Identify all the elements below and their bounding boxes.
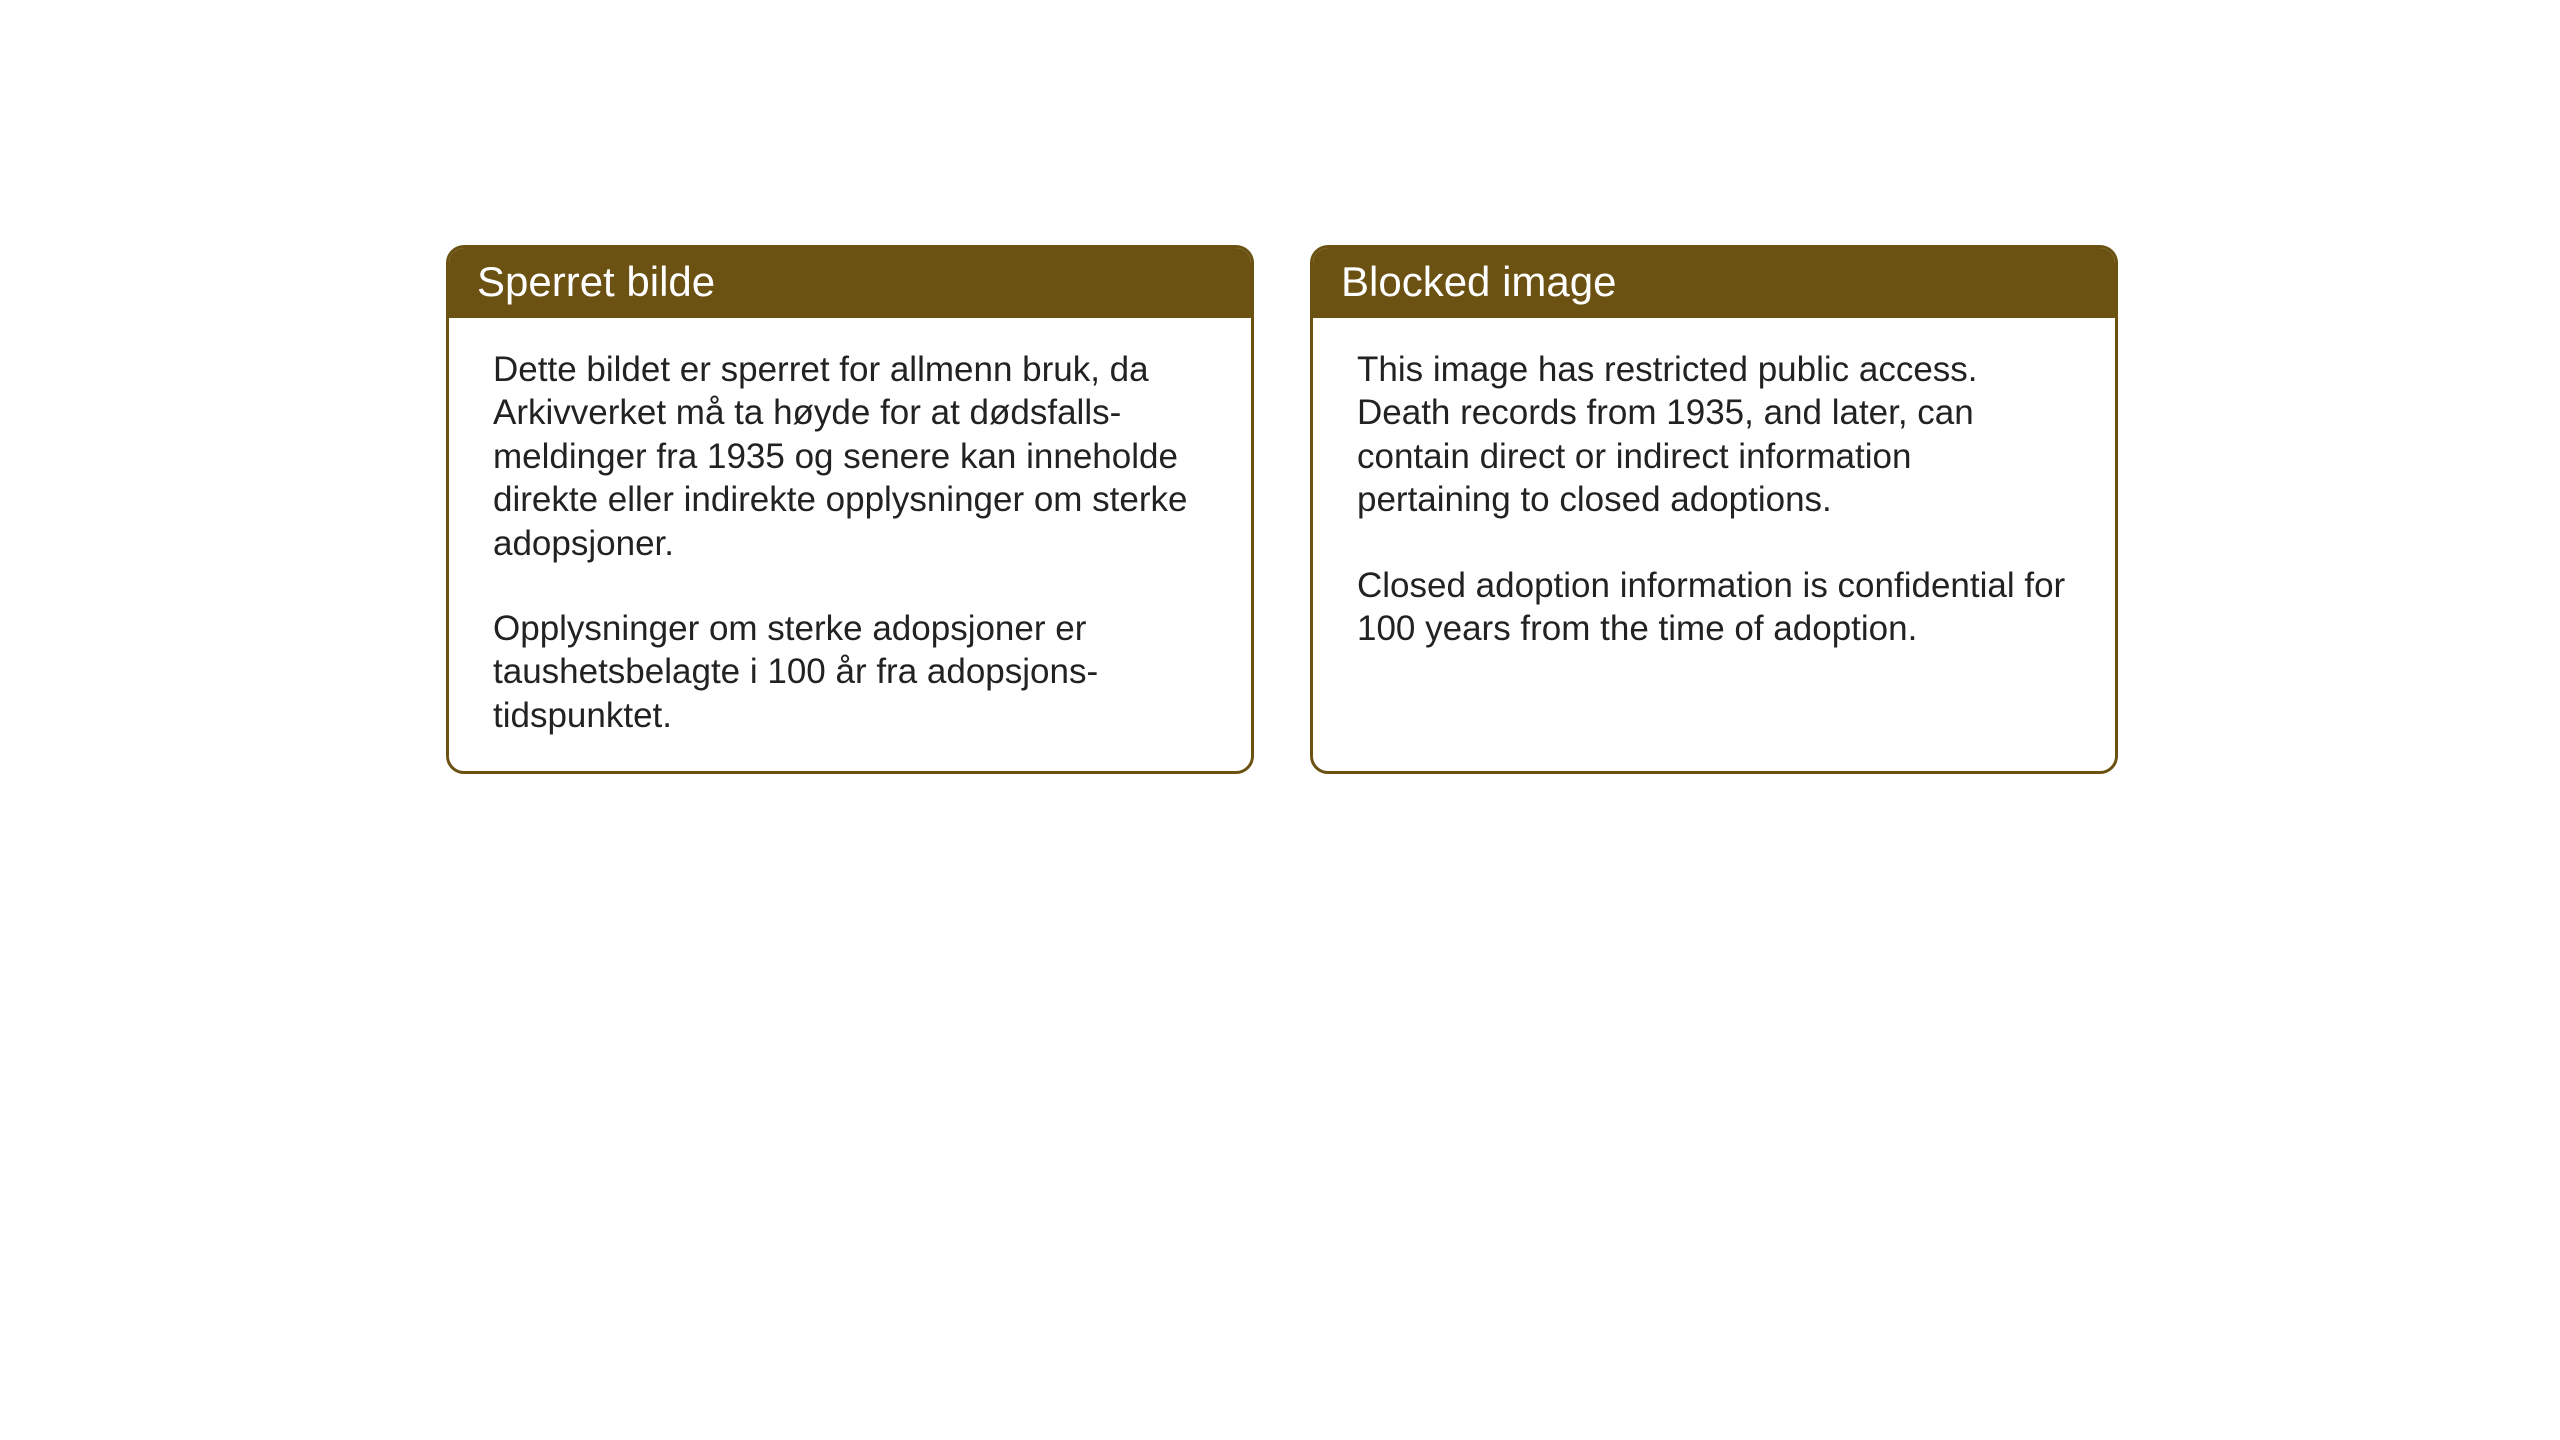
- english-card-title: Blocked image: [1341, 258, 2087, 306]
- english-paragraph-1: This image has restricted public access.…: [1357, 348, 2071, 522]
- norwegian-notice-card: Sperret bilde Dette bildet er sperret fo…: [446, 245, 1254, 774]
- notice-container: Sperret bilde Dette bildet er sperret fo…: [446, 245, 2118, 774]
- english-paragraph-2: Closed adoption information is confident…: [1357, 564, 2071, 651]
- norwegian-paragraph-1: Dette bildet er sperret for allmenn bruk…: [493, 348, 1207, 565]
- norwegian-card-title: Sperret bilde: [477, 258, 1223, 306]
- english-card-header: Blocked image: [1313, 248, 2115, 318]
- english-notice-card: Blocked image This image has restricted …: [1310, 245, 2118, 774]
- norwegian-card-body: Dette bildet er sperret for allmenn bruk…: [449, 318, 1251, 771]
- english-card-text: This image has restricted public access.…: [1357, 348, 2071, 650]
- norwegian-card-header: Sperret bilde: [449, 248, 1251, 318]
- english-card-body: This image has restricted public access.…: [1313, 318, 2115, 754]
- norwegian-card-text: Dette bildet er sperret for allmenn bruk…: [493, 348, 1207, 737]
- norwegian-paragraph-2: Opplysninger om sterke adopsjoner er tau…: [493, 607, 1207, 737]
